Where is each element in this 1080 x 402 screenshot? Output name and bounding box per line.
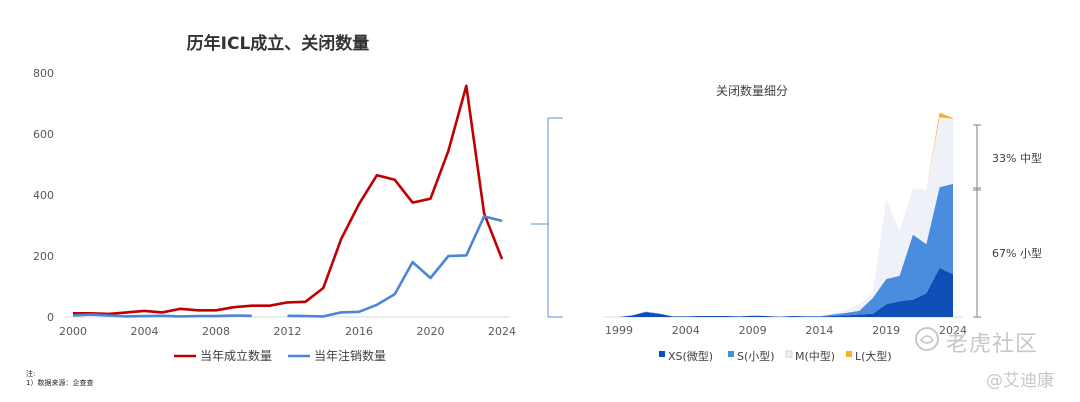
chart2-x-tick-label: 2024 bbox=[939, 324, 967, 337]
tiger-logo-icon bbox=[914, 326, 942, 357]
chart2-x-tick-label: 2014 bbox=[805, 324, 833, 337]
chart2-x-tick-label: 2004 bbox=[672, 324, 700, 337]
watermark-author: @艾迪康 bbox=[986, 371, 1054, 391]
legend-s-swatch bbox=[728, 351, 734, 357]
annotation-small-share: 67% 小型 bbox=[992, 246, 1042, 260]
series-line-deregistered bbox=[72, 313, 252, 318]
chart1-x-tick-label: 2012 bbox=[274, 325, 302, 338]
legend-xs-label: XS(微型) bbox=[668, 349, 713, 363]
legend-l-label: L(大型) bbox=[855, 349, 892, 363]
chart1-x-tick-label: 2020 bbox=[417, 325, 445, 338]
chart2-title: 关闭数量细分 bbox=[716, 83, 788, 98]
chart2-x-tick-label: 1999 bbox=[605, 324, 633, 337]
series-line-established bbox=[73, 84, 504, 316]
chart1-title: 历年ICL成立、关闭数量 bbox=[187, 33, 370, 54]
chart1-x-tick-label: 2024 bbox=[488, 325, 516, 338]
legend-m-label: M(中型) bbox=[795, 349, 835, 363]
legend-m-swatch bbox=[785, 350, 793, 358]
chart1-x-tick-label: 2000 bbox=[59, 325, 87, 338]
legend-label-deregistered: 当年注销数量 bbox=[314, 348, 386, 363]
chart1-y-tick-label: 0 bbox=[47, 311, 54, 324]
chart1-x-tick-label: 2016 bbox=[345, 325, 373, 338]
area-xs-micro bbox=[619, 267, 953, 317]
chart1-y-tick-label: 600 bbox=[33, 128, 54, 141]
area-m-medium bbox=[619, 117, 953, 317]
series-line-deregistered bbox=[287, 215, 503, 318]
chart2-x-tick-label: 2019 bbox=[872, 324, 900, 337]
chart1-x-tick-label: 2008 bbox=[202, 325, 230, 338]
chart1-y-tick-label: 800 bbox=[33, 67, 54, 80]
chart1-y-tick-label: 400 bbox=[33, 189, 54, 202]
legend-xs-swatch bbox=[659, 351, 665, 357]
footnote-title: 注: bbox=[26, 370, 36, 378]
legend-l-swatch bbox=[846, 351, 852, 357]
chart1-x-tick-label: 2004 bbox=[131, 325, 159, 338]
footnote-source: 1）数据来源：企查查 bbox=[26, 379, 94, 387]
watermark-brand: 老虎社区 bbox=[946, 332, 1039, 357]
annotation-medium-share: 33% 中型 bbox=[992, 151, 1042, 165]
chart1-y-tick-label: 200 bbox=[33, 250, 54, 263]
chart2-x-tick-label: 2009 bbox=[739, 324, 767, 337]
legend-label-established: 当年成立数量 bbox=[200, 348, 272, 363]
legend-s-label: S(小型) bbox=[737, 349, 775, 363]
